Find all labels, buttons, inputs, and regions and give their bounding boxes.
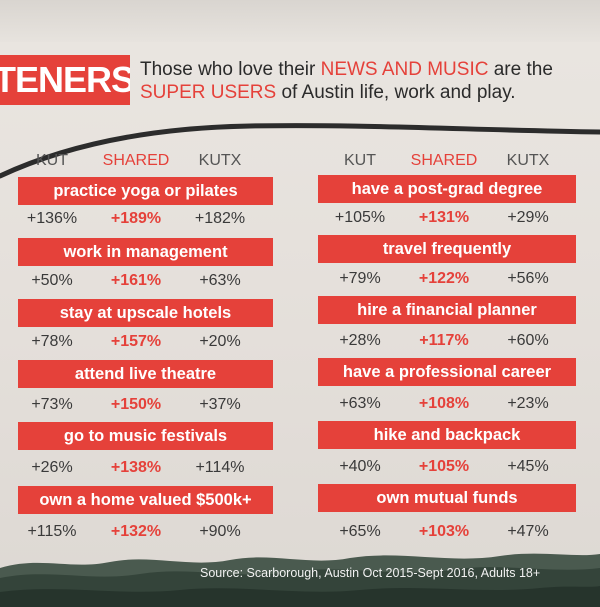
value-kutx: +23% [507, 395, 549, 412]
right-row-4-label: have a professional career [318, 358, 576, 386]
left-row-3-values: +78% +157% +20% [10, 331, 262, 353]
value-kut: +26% [31, 459, 73, 476]
footer-water-illustration [0, 553, 600, 607]
value-shared: +138% [110, 459, 162, 476]
value-kut: +73% [31, 396, 73, 413]
value-shared: +189% [110, 210, 162, 227]
value-kutx: +114% [195, 459, 245, 476]
left-column-headers: KUT SHARED KUTX [10, 151, 262, 171]
right-row-1-values: +105% +131% +29% [318, 207, 570, 229]
title-banner: TENERS [0, 55, 130, 105]
value-kut: +136% [26, 210, 78, 227]
value-shared: +161% [110, 272, 162, 289]
value-shared: +122% [418, 270, 470, 287]
headline: Those who love their NEWS AND MUSIC are … [140, 58, 580, 104]
value-kutx: +90% [199, 523, 241, 540]
right-row-3-values: +28% +117% +60% [318, 330, 570, 352]
top-shadow-band [0, 0, 600, 42]
value-kutx: +37% [199, 396, 241, 413]
value-shared: +103% [418, 523, 470, 540]
left-row-3-label: stay at upscale hotels [18, 299, 273, 327]
value-kut: +115% [27, 523, 77, 540]
right-row-6-values: +65% +103% +47% [318, 521, 570, 543]
column-header-kut: KUT [344, 152, 376, 169]
value-kutx: +20% [199, 333, 241, 350]
value-kutx: +60% [507, 332, 549, 349]
value-kut: +50% [31, 272, 73, 289]
value-kut: +65% [339, 523, 381, 540]
value-kut: +63% [339, 395, 381, 412]
right-row-4-values: +63% +108% +23% [318, 393, 570, 415]
value-shared: +105% [418, 458, 470, 475]
left-row-5-values: +26% +138% +114% [10, 457, 262, 479]
right-row-2-label: travel frequently [318, 235, 576, 263]
value-shared: +117% [419, 332, 469, 349]
value-kut: +79% [339, 270, 381, 287]
value-shared: +157% [110, 333, 162, 350]
right-row-3-label: hire a financial planner [318, 296, 576, 324]
value-kut: +105% [334, 209, 386, 226]
column-header-kutx: KUTX [198, 152, 242, 169]
column-header-shared: SHARED [102, 152, 170, 169]
left-row-6-label: own a home valued $500k+ [18, 486, 273, 514]
right-row-2-values: +79% +122% +56% [318, 268, 570, 290]
left-row-4-values: +73% +150% +37% [10, 394, 262, 416]
value-shared: +108% [418, 395, 470, 412]
value-shared: +150% [110, 396, 162, 413]
right-column-headers: KUT SHARED KUTX [318, 151, 570, 171]
left-row-2-values: +50% +161% +63% [10, 270, 262, 292]
left-row-1-label: practice yoga or pilates [18, 177, 273, 205]
headline-highlight-news-music: NEWS AND MUSIC [320, 59, 489, 80]
right-row-5-label: hike and backpack [318, 421, 576, 449]
headline-text: of Austin life, work and play. [276, 82, 516, 103]
value-kutx: +47% [507, 523, 549, 540]
left-row-4-label: attend live theatre [18, 360, 273, 388]
value-kut: +40% [339, 458, 381, 475]
column-header-kut: KUT [36, 152, 68, 169]
headline-highlight-super-users: SUPER USERS [140, 82, 277, 103]
value-kut: +28% [339, 332, 381, 349]
source-citation: Source: Scarborough, Austin Oct 2015-Sep… [200, 566, 541, 580]
headline-text: Those who love their [140, 59, 321, 80]
right-row-6-label: own mutual funds [318, 484, 576, 512]
left-row-6-values: +115% +132% +90% [10, 521, 262, 543]
value-shared: +131% [418, 209, 470, 226]
headline-text: are the [488, 59, 553, 80]
value-kut: +78% [31, 333, 73, 350]
right-row-5-values: +40% +105% +45% [318, 456, 570, 478]
value-kutx: +182% [194, 210, 246, 227]
left-row-2-label: work in management [18, 238, 273, 266]
right-row-1-label: have a post-grad degree [318, 175, 576, 203]
value-kutx: +45% [507, 458, 549, 475]
value-shared: +132% [110, 523, 162, 540]
column-header-shared: SHARED [410, 152, 478, 169]
wave-divider [0, 123, 600, 179]
left-row-1-values: +136% +189% +182% [10, 208, 262, 230]
value-kutx: +56% [507, 270, 549, 287]
value-kutx: +29% [507, 209, 549, 226]
column-header-kutx: KUTX [506, 152, 550, 169]
left-row-5-label: go to music festivals [18, 422, 273, 450]
value-kutx: +63% [199, 272, 241, 289]
